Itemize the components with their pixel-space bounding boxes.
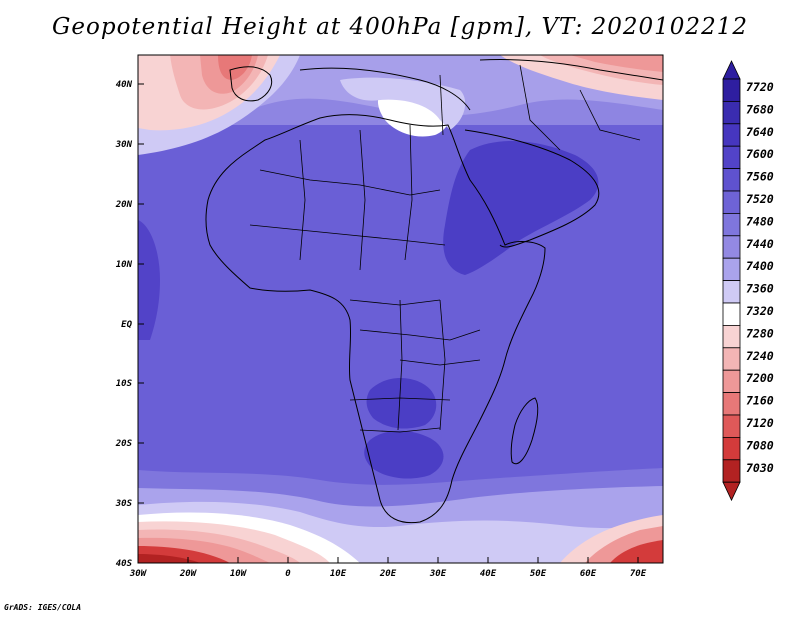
colorbar-swatch [722, 414, 741, 438]
longitude-axis [137, 557, 639, 563]
colorbar-legend: 7720 7680 7640 7600 7560 7520 7480 7440 7400 7360… [722, 60, 774, 502]
colorbar-swatch [722, 145, 741, 169]
lon-label: 60E [580, 569, 597, 579]
lat-label: 20N [115, 200, 133, 210]
lat-label: 40N [116, 80, 133, 90]
lat-label: 10N [116, 260, 133, 270]
country-borders [249, 64, 641, 433]
colorbar-label: 7320 [746, 304, 774, 318]
colorbar-label: 7560 [746, 170, 774, 184]
lon-label: 20W [179, 569, 198, 579]
colorbar-swatch [722, 78, 741, 102]
colorbar-label: 7520 [746, 192, 774, 206]
colorbar-swatch [722, 459, 741, 483]
colorbar-label: 7120 [746, 416, 774, 430]
colorbar-swatch [722, 168, 741, 192]
lon-label: 50E [530, 569, 547, 579]
colorbar-swatch [722, 280, 741, 304]
colorbar-label: 7680 [746, 102, 774, 116]
colorbar-swatch [722, 257, 741, 282]
lon-label: 0 [285, 569, 291, 579]
colorbar-swatch [722, 123, 741, 147]
colorbar-label: 7360 [746, 282, 774, 296]
colorbar-label: 7720 [746, 80, 774, 94]
lat-label: EQ [121, 320, 132, 330]
colorbar-swatch [722, 392, 741, 416]
colorbar-max-arrow [722, 60, 741, 80]
lat-label: 30S [115, 499, 133, 509]
lon-label: 20E [379, 569, 397, 579]
lon-label: 30E [429, 569, 447, 579]
lon-label: 30W [129, 569, 148, 579]
colorbar-label: 7640 [746, 125, 774, 139]
lat-label: 20S [115, 439, 133, 449]
lon-label: 10W [230, 569, 248, 579]
colorbar-label: 7200 [746, 371, 774, 385]
map-frame [137, 54, 664, 564]
lon-label: 70E [630, 569, 647, 579]
colorbar-label: 7280 [746, 326, 774, 340]
colorbar-label: 7480 [746, 214, 774, 228]
lat-label: 30N [115, 140, 133, 150]
colorbar-swatch [722, 101, 741, 125]
colorbar-swatch [722, 212, 741, 237]
colorbar-swatch [722, 369, 741, 394]
colorbar-label: 7240 [746, 349, 774, 363]
colorbar-swatch [722, 436, 741, 461]
lat-label: 10S [116, 379, 133, 389]
colorbar-swatch [722, 324, 741, 349]
lon-label: 10E [330, 569, 347, 579]
colorbar-label: 7030 [746, 461, 774, 475]
colorbar-swatch [722, 302, 741, 326]
colorbar-swatch [722, 190, 741, 214]
colorbar-label: 7080 [746, 438, 774, 452]
lon-label: 40E [480, 569, 497, 579]
colorbar-label: 7160 [746, 394, 774, 408]
colorbar-swatch [722, 235, 741, 259]
colorbar-min-arrow [722, 481, 741, 502]
lat-label: 40S [116, 559, 133, 569]
colorbar-swatch [722, 347, 741, 371]
colorbar-label: 7400 [746, 259, 774, 273]
coastlines [205, 58, 663, 524]
map-title: Geopotential Height at 400hPa [gpm], VT:… [52, 14, 748, 40]
colorbar-label: 7440 [746, 237, 774, 251]
credit-footer: GrADS: IGES/COLA [4, 603, 82, 612]
colorbar-label: 7600 [746, 147, 774, 161]
latitude-axis [138, 83, 144, 564]
